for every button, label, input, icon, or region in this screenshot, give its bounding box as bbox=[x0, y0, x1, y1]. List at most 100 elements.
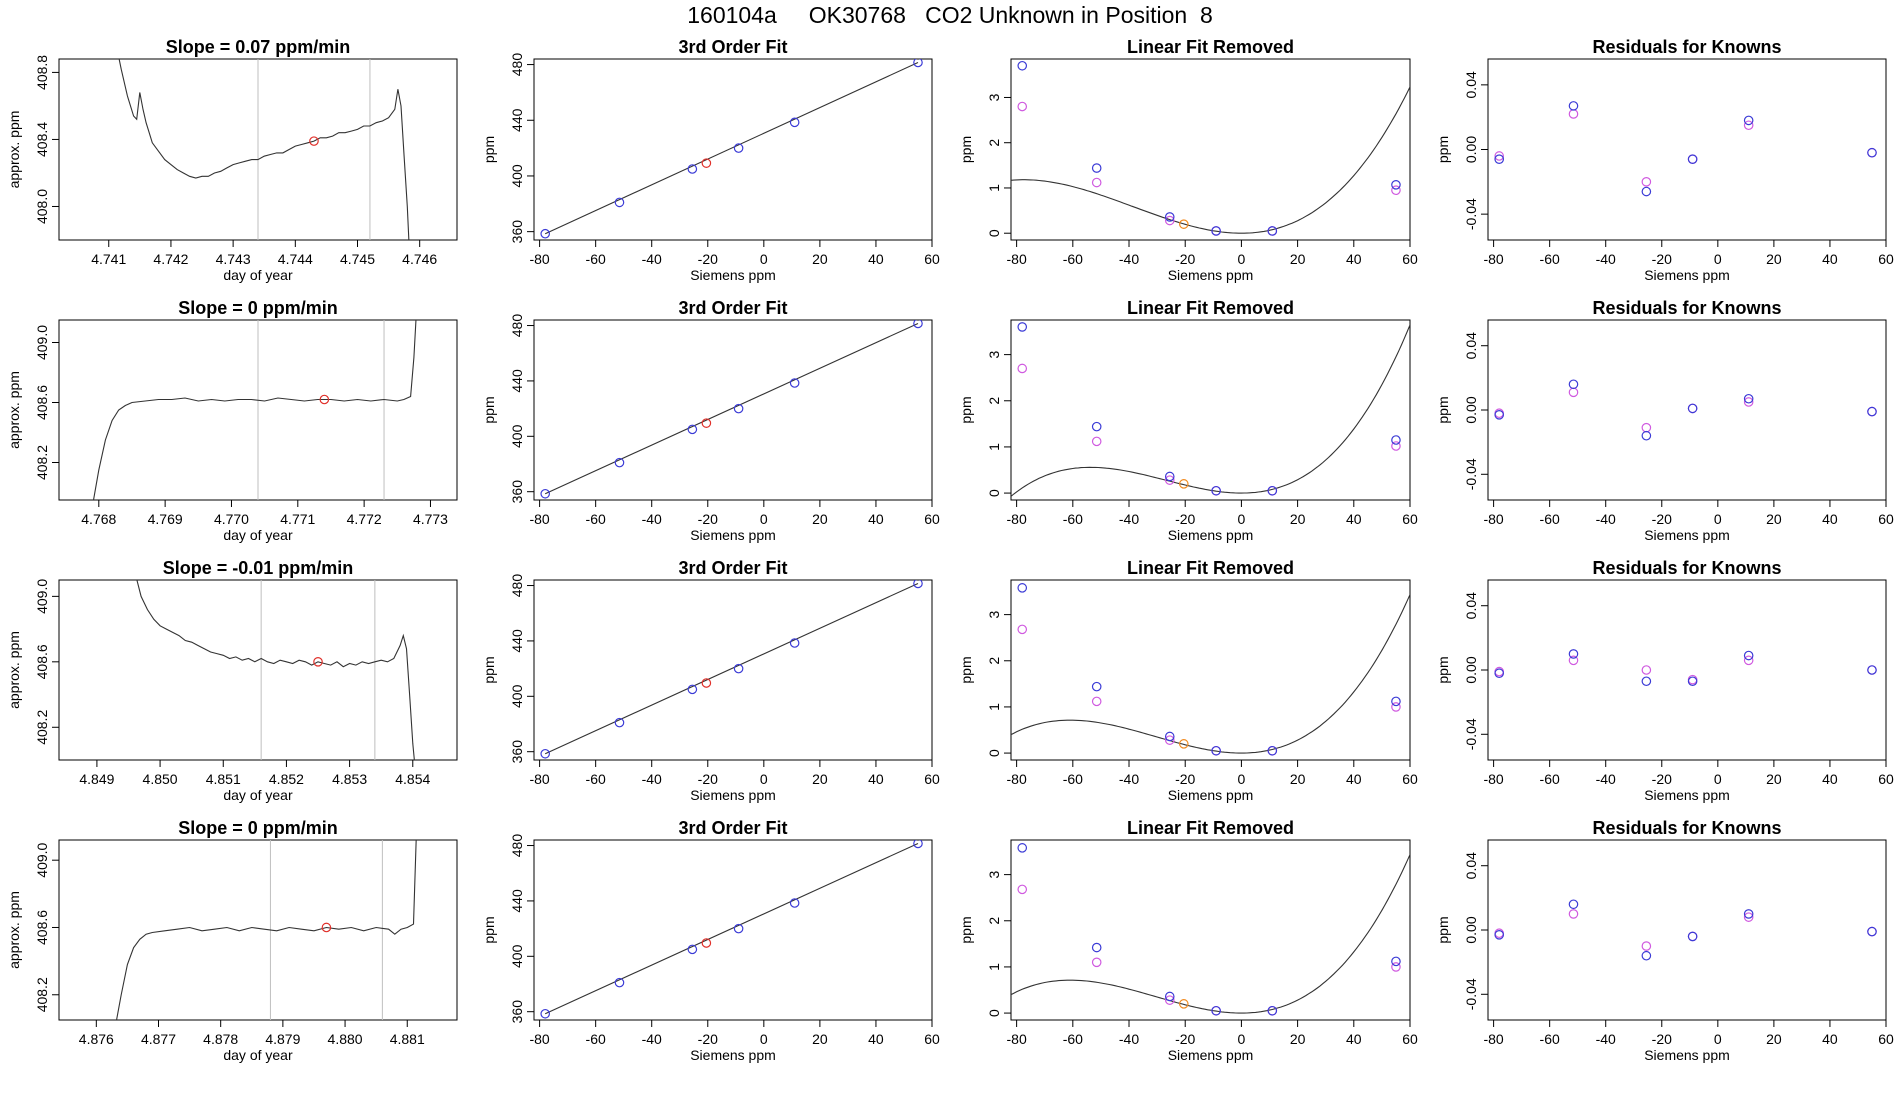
x-tick-label: 20 bbox=[812, 1031, 828, 1047]
residual-point bbox=[1641, 186, 1652, 197]
known-point-alt bbox=[1164, 995, 1175, 1005]
known-point bbox=[1017, 322, 1028, 332]
x-axis-label: Siemens ppm bbox=[690, 787, 776, 803]
y-tick-label: 480 bbox=[509, 53, 525, 77]
y-tick-label: 0 bbox=[986, 749, 1002, 757]
x-tick-label: -40 bbox=[1119, 251, 1139, 267]
y-tick-label: 1 bbox=[986, 184, 1002, 192]
plot-area bbox=[1011, 60, 1410, 236]
chart-title: Residuals for Knowns bbox=[1592, 37, 1781, 57]
known-point-alt bbox=[1017, 101, 1028, 112]
known-point-alt bbox=[1164, 475, 1175, 485]
residual-point bbox=[1641, 676, 1652, 687]
y-tick-label: -0.04 bbox=[1463, 978, 1479, 1010]
known-point bbox=[540, 488, 551, 499]
known-point bbox=[540, 748, 551, 759]
x-tick-label: -20 bbox=[1175, 771, 1195, 787]
unknown-point bbox=[1179, 999, 1189, 1009]
known-point bbox=[1211, 1005, 1221, 1016]
x-tick-label: 20 bbox=[1290, 771, 1306, 787]
y-tick-label: 3 bbox=[986, 93, 1002, 101]
plot-area bbox=[115, 840, 417, 1020]
known-point bbox=[733, 663, 744, 674]
chart-title: 3rd Order Fit bbox=[678, 298, 787, 318]
known-point bbox=[1164, 212, 1175, 222]
x-tick-label: 4.768 bbox=[81, 511, 116, 527]
y-tick-label: 0.00 bbox=[1463, 916, 1479, 943]
x-tick-label: -80 bbox=[1483, 1031, 1503, 1047]
x-tick-label: -40 bbox=[642, 251, 662, 267]
fit-line bbox=[544, 322, 919, 495]
y-axis-label: ppm bbox=[958, 916, 974, 943]
residual-point-alt bbox=[1568, 909, 1579, 919]
known-point bbox=[687, 944, 698, 955]
x-tick-label: -40 bbox=[1596, 511, 1616, 527]
x-tick-label: 20 bbox=[1290, 1031, 1306, 1047]
known-point bbox=[913, 320, 923, 329]
chart-panel-time-series-row2: Slope = 0 ppm/min 4.768 4.769 4.770 4.771 4.7… bbox=[6, 298, 458, 543]
plot-frame bbox=[58, 579, 458, 761]
known-point-alt bbox=[1391, 702, 1401, 712]
known-point bbox=[614, 197, 625, 208]
x-tick-label: 0 bbox=[760, 511, 768, 527]
x-tick-label: 60 bbox=[1402, 511, 1418, 527]
x-tick-label: 4.880 bbox=[328, 1031, 363, 1047]
known-point bbox=[733, 403, 744, 414]
known-point bbox=[1267, 1005, 1278, 1016]
plot-area bbox=[1494, 379, 1877, 441]
known-point bbox=[1091, 942, 1102, 953]
x-tick-label: 20 bbox=[1766, 1031, 1782, 1047]
y-tick-label: 408.2 bbox=[34, 445, 50, 480]
known-point bbox=[1164, 471, 1175, 482]
residual-point bbox=[1641, 950, 1652, 961]
x-tick-label: -80 bbox=[529, 251, 549, 267]
y-tick-label: 0.00 bbox=[1463, 396, 1479, 423]
y-tick-label: 360 bbox=[509, 480, 525, 504]
known-point-alt bbox=[1164, 735, 1175, 745]
concentration-trace bbox=[118, 59, 410, 240]
y-tick-label: 3 bbox=[986, 611, 1002, 619]
x-tick-label: -80 bbox=[1007, 1031, 1027, 1047]
x-tick-label: 0 bbox=[1714, 511, 1722, 527]
known-point-alt bbox=[1091, 177, 1102, 188]
residual-point bbox=[1568, 899, 1579, 910]
x-tick-label: -60 bbox=[1540, 251, 1560, 267]
x-axis-label: Siemens ppm bbox=[1644, 787, 1730, 803]
y-tick-label: 2 bbox=[986, 139, 1002, 147]
plot-area bbox=[118, 59, 410, 240]
known-point-alt bbox=[1017, 884, 1028, 895]
y-axis-label: ppm bbox=[958, 396, 974, 423]
chart-panel-time-series-row4: Slope = 0 ppm/min 4.876 4.877 4.878 4.879 4.8… bbox=[6, 818, 458, 1063]
unknown-marker bbox=[321, 922, 332, 933]
x-tick-label: -60 bbox=[586, 511, 606, 527]
y-tick-label: 408.2 bbox=[34, 977, 50, 1012]
plot-area bbox=[1011, 843, 1410, 1016]
known-point bbox=[1391, 179, 1401, 190]
chart-panel-linear-fit-removed-row1: Linear Fit Removed -80 -60 -40 -20 0 20 40 60 0 1 2… bbox=[958, 37, 1418, 283]
x-tick-label: -40 bbox=[1119, 1031, 1139, 1047]
y-tick-label: 408.6 bbox=[34, 910, 50, 945]
y-tick-label: 408.6 bbox=[34, 385, 50, 420]
known-point bbox=[1017, 60, 1028, 71]
y-tick-label: 0.00 bbox=[1463, 136, 1479, 163]
chart-panel-residuals-row1: Residuals for Knowns -80 -60 -40 -20 0 20 40 60 -… bbox=[1435, 37, 1894, 283]
chart-title: Slope = 0 ppm/min bbox=[178, 298, 338, 318]
chart-panel-residuals-row3: Residuals for Knowns -80 -60 -40 -20 0 20 40 60 -… bbox=[1435, 558, 1894, 803]
y-tick-label: 0.04 bbox=[1463, 332, 1479, 359]
x-tick-label: 20 bbox=[1766, 251, 1782, 267]
x-tick-label: -20 bbox=[1652, 1031, 1672, 1047]
x-tick-label: -80 bbox=[1007, 771, 1027, 787]
y-tick-label: 400 bbox=[509, 684, 525, 708]
chart-title: Residuals for Knowns bbox=[1592, 558, 1781, 578]
known-point-alt bbox=[1017, 363, 1028, 374]
x-tick-label: -40 bbox=[1596, 1031, 1616, 1047]
x-tick-label: 60 bbox=[1878, 1031, 1894, 1047]
x-tick-label: 4.853 bbox=[332, 771, 367, 787]
plot-area bbox=[136, 580, 415, 760]
residual-point bbox=[1743, 393, 1754, 404]
chart-panel-linear-fit-removed-row2: Linear Fit Removed -80 -60 -40 -20 0 20 40 60 0 1 2… bbox=[958, 298, 1418, 543]
plot-frame bbox=[1487, 579, 1887, 761]
y-tick-label: 408.6 bbox=[34, 644, 50, 679]
x-tick-label: -40 bbox=[642, 1031, 662, 1047]
x-tick-label: 4.745 bbox=[340, 251, 375, 267]
